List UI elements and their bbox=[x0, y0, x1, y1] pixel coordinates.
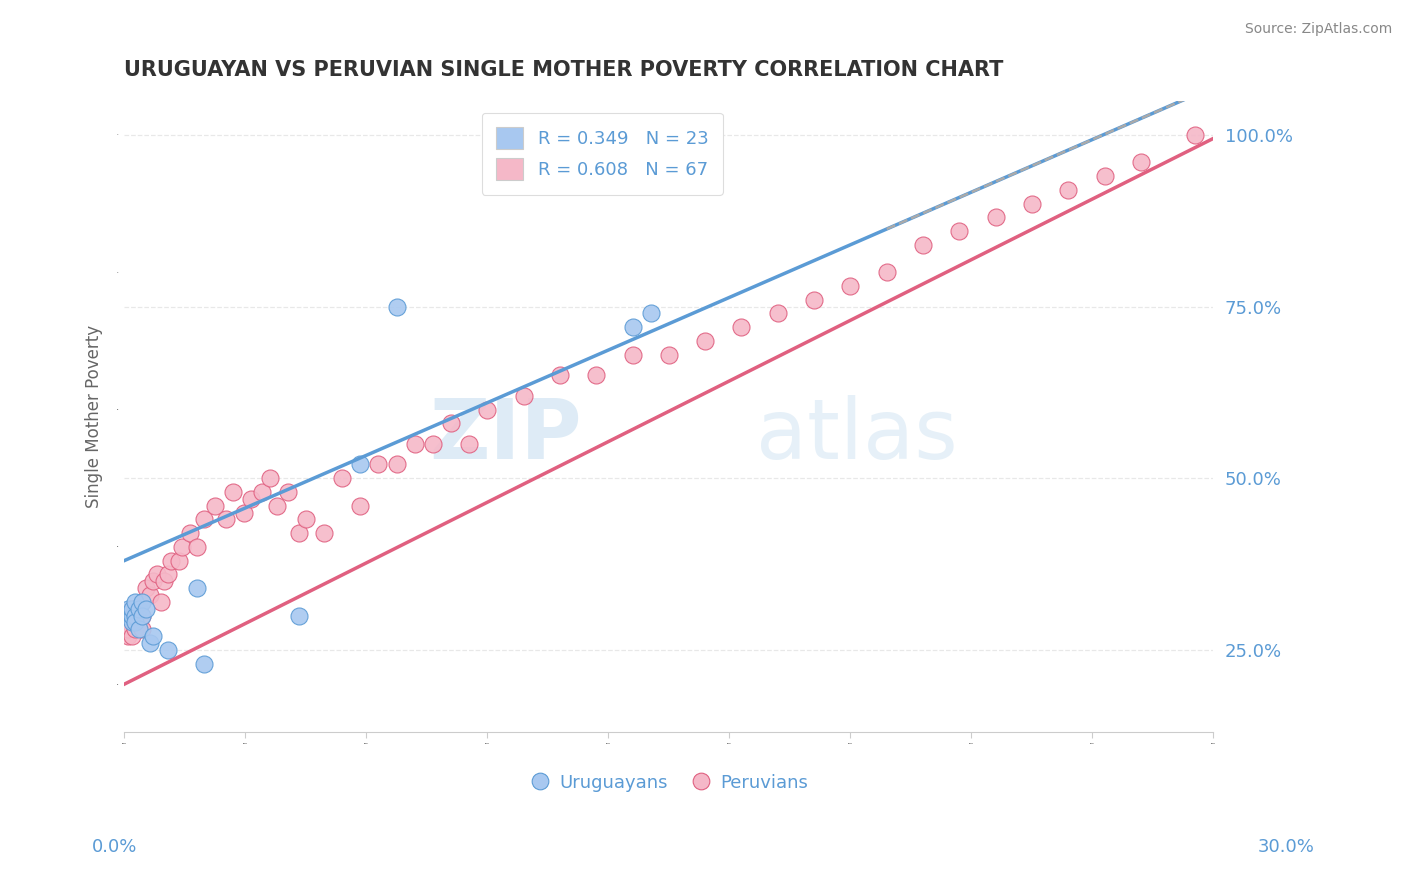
Point bbox=[135, 581, 157, 595]
Point bbox=[186, 581, 208, 595]
Point bbox=[385, 300, 408, 314]
Point bbox=[160, 553, 183, 567]
Text: URUGUAYAN VS PERUVIAN SINGLE MOTHER POVERTY CORRELATION CHART: URUGUAYAN VS PERUVIAN SINGLE MOTHER POVE… bbox=[124, 60, 1004, 79]
Point bbox=[222, 485, 245, 500]
Point bbox=[440, 417, 463, 431]
Point bbox=[404, 437, 426, 451]
Point bbox=[266, 499, 288, 513]
Point bbox=[287, 608, 309, 623]
Point bbox=[367, 458, 389, 472]
Point bbox=[1021, 196, 1043, 211]
Point bbox=[153, 574, 176, 589]
Point bbox=[193, 657, 215, 671]
Y-axis label: Single Mother Poverty: Single Mother Poverty bbox=[86, 325, 103, 508]
Point bbox=[349, 458, 371, 472]
Point bbox=[135, 601, 157, 615]
Point bbox=[131, 622, 153, 636]
Point bbox=[458, 437, 481, 451]
Point bbox=[233, 506, 256, 520]
Point bbox=[349, 499, 371, 513]
Point bbox=[385, 458, 408, 472]
Point bbox=[1184, 128, 1206, 142]
Point bbox=[621, 348, 644, 362]
Point bbox=[142, 629, 165, 643]
Point bbox=[240, 491, 263, 506]
Point bbox=[138, 588, 160, 602]
Text: 30.0%: 30.0% bbox=[1258, 838, 1315, 855]
Text: Source: ZipAtlas.com: Source: ZipAtlas.com bbox=[1244, 22, 1392, 37]
Point bbox=[295, 512, 318, 526]
Legend: Uruguayans, Peruvians: Uruguayans, Peruvians bbox=[522, 766, 815, 799]
Point bbox=[121, 608, 143, 623]
Point bbox=[204, 499, 226, 513]
Point bbox=[215, 512, 238, 526]
Point bbox=[312, 526, 335, 541]
Point bbox=[658, 348, 681, 362]
Point bbox=[193, 512, 215, 526]
Point bbox=[121, 629, 143, 643]
Point bbox=[131, 608, 153, 623]
Point bbox=[803, 293, 825, 307]
Point bbox=[766, 306, 789, 320]
Point bbox=[167, 553, 190, 567]
Point bbox=[131, 595, 153, 609]
Point bbox=[330, 471, 353, 485]
Point bbox=[172, 540, 194, 554]
Point bbox=[128, 615, 150, 630]
Point bbox=[477, 402, 499, 417]
Point bbox=[1129, 155, 1152, 169]
Point bbox=[730, 320, 752, 334]
Text: ZIP: ZIP bbox=[429, 395, 582, 475]
Point bbox=[124, 608, 146, 623]
Text: atlas: atlas bbox=[756, 395, 957, 475]
Point bbox=[287, 526, 309, 541]
Point bbox=[156, 567, 179, 582]
Point bbox=[640, 306, 662, 320]
Point bbox=[186, 540, 208, 554]
Point bbox=[156, 643, 179, 657]
Point bbox=[117, 601, 139, 615]
Point bbox=[117, 629, 139, 643]
Point bbox=[117, 608, 139, 623]
Point bbox=[695, 334, 717, 348]
Point bbox=[512, 389, 534, 403]
Text: 0.0%: 0.0% bbox=[91, 838, 136, 855]
Point bbox=[124, 615, 146, 630]
Point bbox=[621, 320, 644, 334]
Point bbox=[1057, 183, 1080, 197]
Point bbox=[117, 622, 139, 636]
Point bbox=[121, 601, 143, 615]
Point bbox=[585, 368, 607, 383]
Point bbox=[149, 595, 172, 609]
Point bbox=[179, 526, 201, 541]
Point bbox=[1094, 169, 1116, 183]
Point bbox=[128, 601, 150, 615]
Point bbox=[117, 608, 139, 623]
Point bbox=[911, 237, 934, 252]
Point bbox=[124, 595, 146, 609]
Point bbox=[131, 608, 153, 623]
Point bbox=[839, 279, 862, 293]
Point bbox=[131, 595, 153, 609]
Point bbox=[121, 601, 143, 615]
Point bbox=[146, 567, 169, 582]
Point bbox=[277, 485, 299, 500]
Point bbox=[128, 601, 150, 615]
Point bbox=[121, 615, 143, 630]
Point bbox=[876, 265, 898, 279]
Point bbox=[124, 622, 146, 636]
Point bbox=[138, 636, 160, 650]
Point bbox=[422, 437, 444, 451]
Point bbox=[121, 608, 143, 623]
Point bbox=[984, 211, 1007, 225]
Point bbox=[548, 368, 571, 383]
Point bbox=[142, 574, 165, 589]
Point bbox=[124, 608, 146, 623]
Point bbox=[124, 615, 146, 630]
Point bbox=[948, 224, 970, 238]
Point bbox=[252, 485, 274, 500]
Point bbox=[259, 471, 281, 485]
Point bbox=[128, 622, 150, 636]
